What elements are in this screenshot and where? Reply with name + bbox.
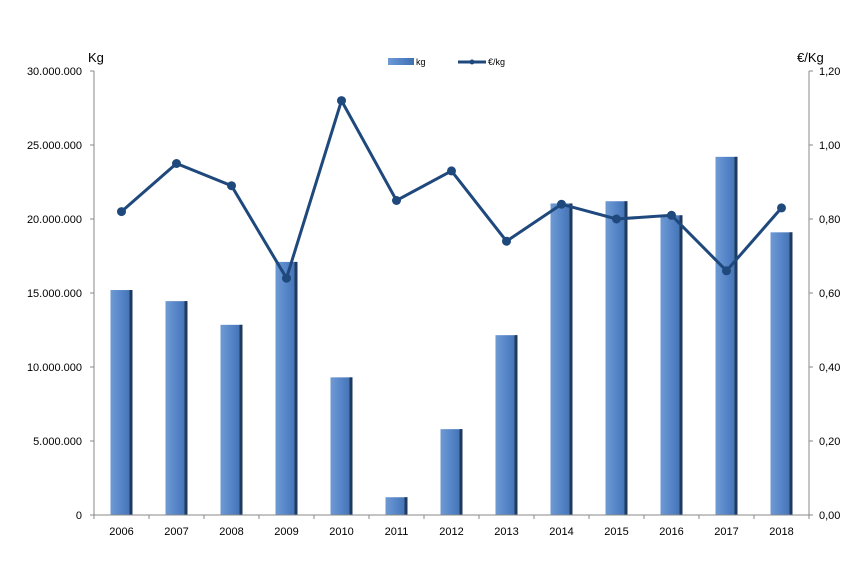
legend-kg-label: kg: [416, 57, 426, 67]
x-tick-label: 2009: [274, 526, 298, 538]
bar-2014: [550, 203, 573, 515]
bar-2009: [275, 261, 298, 515]
price-point-2006: [117, 207, 126, 217]
y-tick-label: 15.000.000: [27, 288, 82, 300]
legend-price-label: €/kg: [488, 57, 505, 67]
bar-shadow-2012: [459, 429, 463, 515]
price-point-2012: [447, 166, 456, 176]
y2-axis-label: €/Kg: [797, 50, 824, 65]
bar-2008: [220, 324, 243, 515]
bar-2006: [110, 290, 133, 515]
bar-shadow-2011: [404, 497, 408, 515]
legend: kg €/kg: [388, 57, 505, 67]
bar-2017: [715, 156, 738, 515]
price-point-2009: [282, 273, 291, 283]
bar-2016: [660, 215, 683, 516]
y-tick-label: 0: [76, 510, 82, 522]
x-tick-label: 2018: [769, 526, 793, 538]
x-tick-label: 2008: [219, 526, 243, 538]
x-tick-label: 2015: [604, 526, 628, 538]
price-point-2018: [777, 203, 786, 213]
price-point-2007: [172, 159, 181, 168]
bar-2018: [770, 232, 793, 515]
x-tick-label: 2010: [329, 526, 353, 538]
y2-tick-label: 1,00: [819, 140, 840, 152]
x-tick-label: 2012: [439, 526, 463, 538]
y2-tick-label: 0,20: [819, 436, 840, 448]
y-tick-label: 10.000.000: [27, 362, 82, 374]
y-tick-label: 20.000.000: [27, 214, 82, 226]
price-point-2011: [392, 196, 401, 205]
bar-shadow-2010: [349, 377, 353, 515]
y2-tick-label: 0,80: [819, 214, 840, 226]
x-tick-label: 2017: [714, 526, 738, 538]
y-tick-label: 25.000.000: [27, 140, 82, 152]
price-point-2014: [557, 199, 566, 209]
price-point-2013: [502, 236, 511, 246]
y2-tick-label: 1,20: [819, 66, 840, 78]
price-point-2010: [337, 96, 346, 106]
legend-kg-swatch: [388, 58, 414, 65]
y-tick-label: 30.000.000: [27, 66, 82, 78]
bar-shadow-2015: [624, 201, 628, 516]
y2-tick-label: 0,00: [819, 510, 840, 522]
x-tick-label: 2011: [385, 526, 409, 538]
bar-2011: [385, 497, 408, 515]
price-point-2008: [227, 181, 236, 191]
y2-tick-label: 0,40: [819, 362, 840, 374]
price-point-2016: [667, 210, 676, 220]
bar-2013: [495, 335, 518, 515]
bar-shadow-2007: [184, 301, 188, 515]
x-tick-label: 2006: [109, 526, 133, 538]
bar-shadow-2009: [294, 261, 298, 515]
bar-2010: [330, 377, 353, 515]
bar-shadow-2008: [239, 324, 243, 515]
x-tick-label: 2013: [494, 526, 518, 538]
bar-2015: [605, 201, 628, 516]
bar-2012: [440, 429, 463, 515]
y2-tick-label: 0,60: [819, 288, 840, 300]
bar-2007: [165, 301, 188, 515]
x-tick-label: 2016: [659, 526, 683, 538]
bar-shadow-2017: [734, 156, 738, 515]
bar-shadow-2014: [569, 203, 573, 515]
y-tick-label: 5.000.000: [33, 436, 82, 448]
legend-price-marker: [469, 59, 475, 65]
x-tick-label: 2007: [164, 526, 188, 538]
x-tick-label: 2014: [549, 526, 573, 538]
bar-shadow-2016: [679, 215, 683, 516]
price-point-2017: [722, 266, 731, 276]
y-axis-label: Kg: [88, 50, 104, 65]
price-point-2015: [612, 214, 621, 224]
bar-shadow-2006: [129, 290, 133, 515]
bar-shadow-2013: [514, 335, 518, 515]
bar-shadow-2018: [789, 232, 793, 515]
